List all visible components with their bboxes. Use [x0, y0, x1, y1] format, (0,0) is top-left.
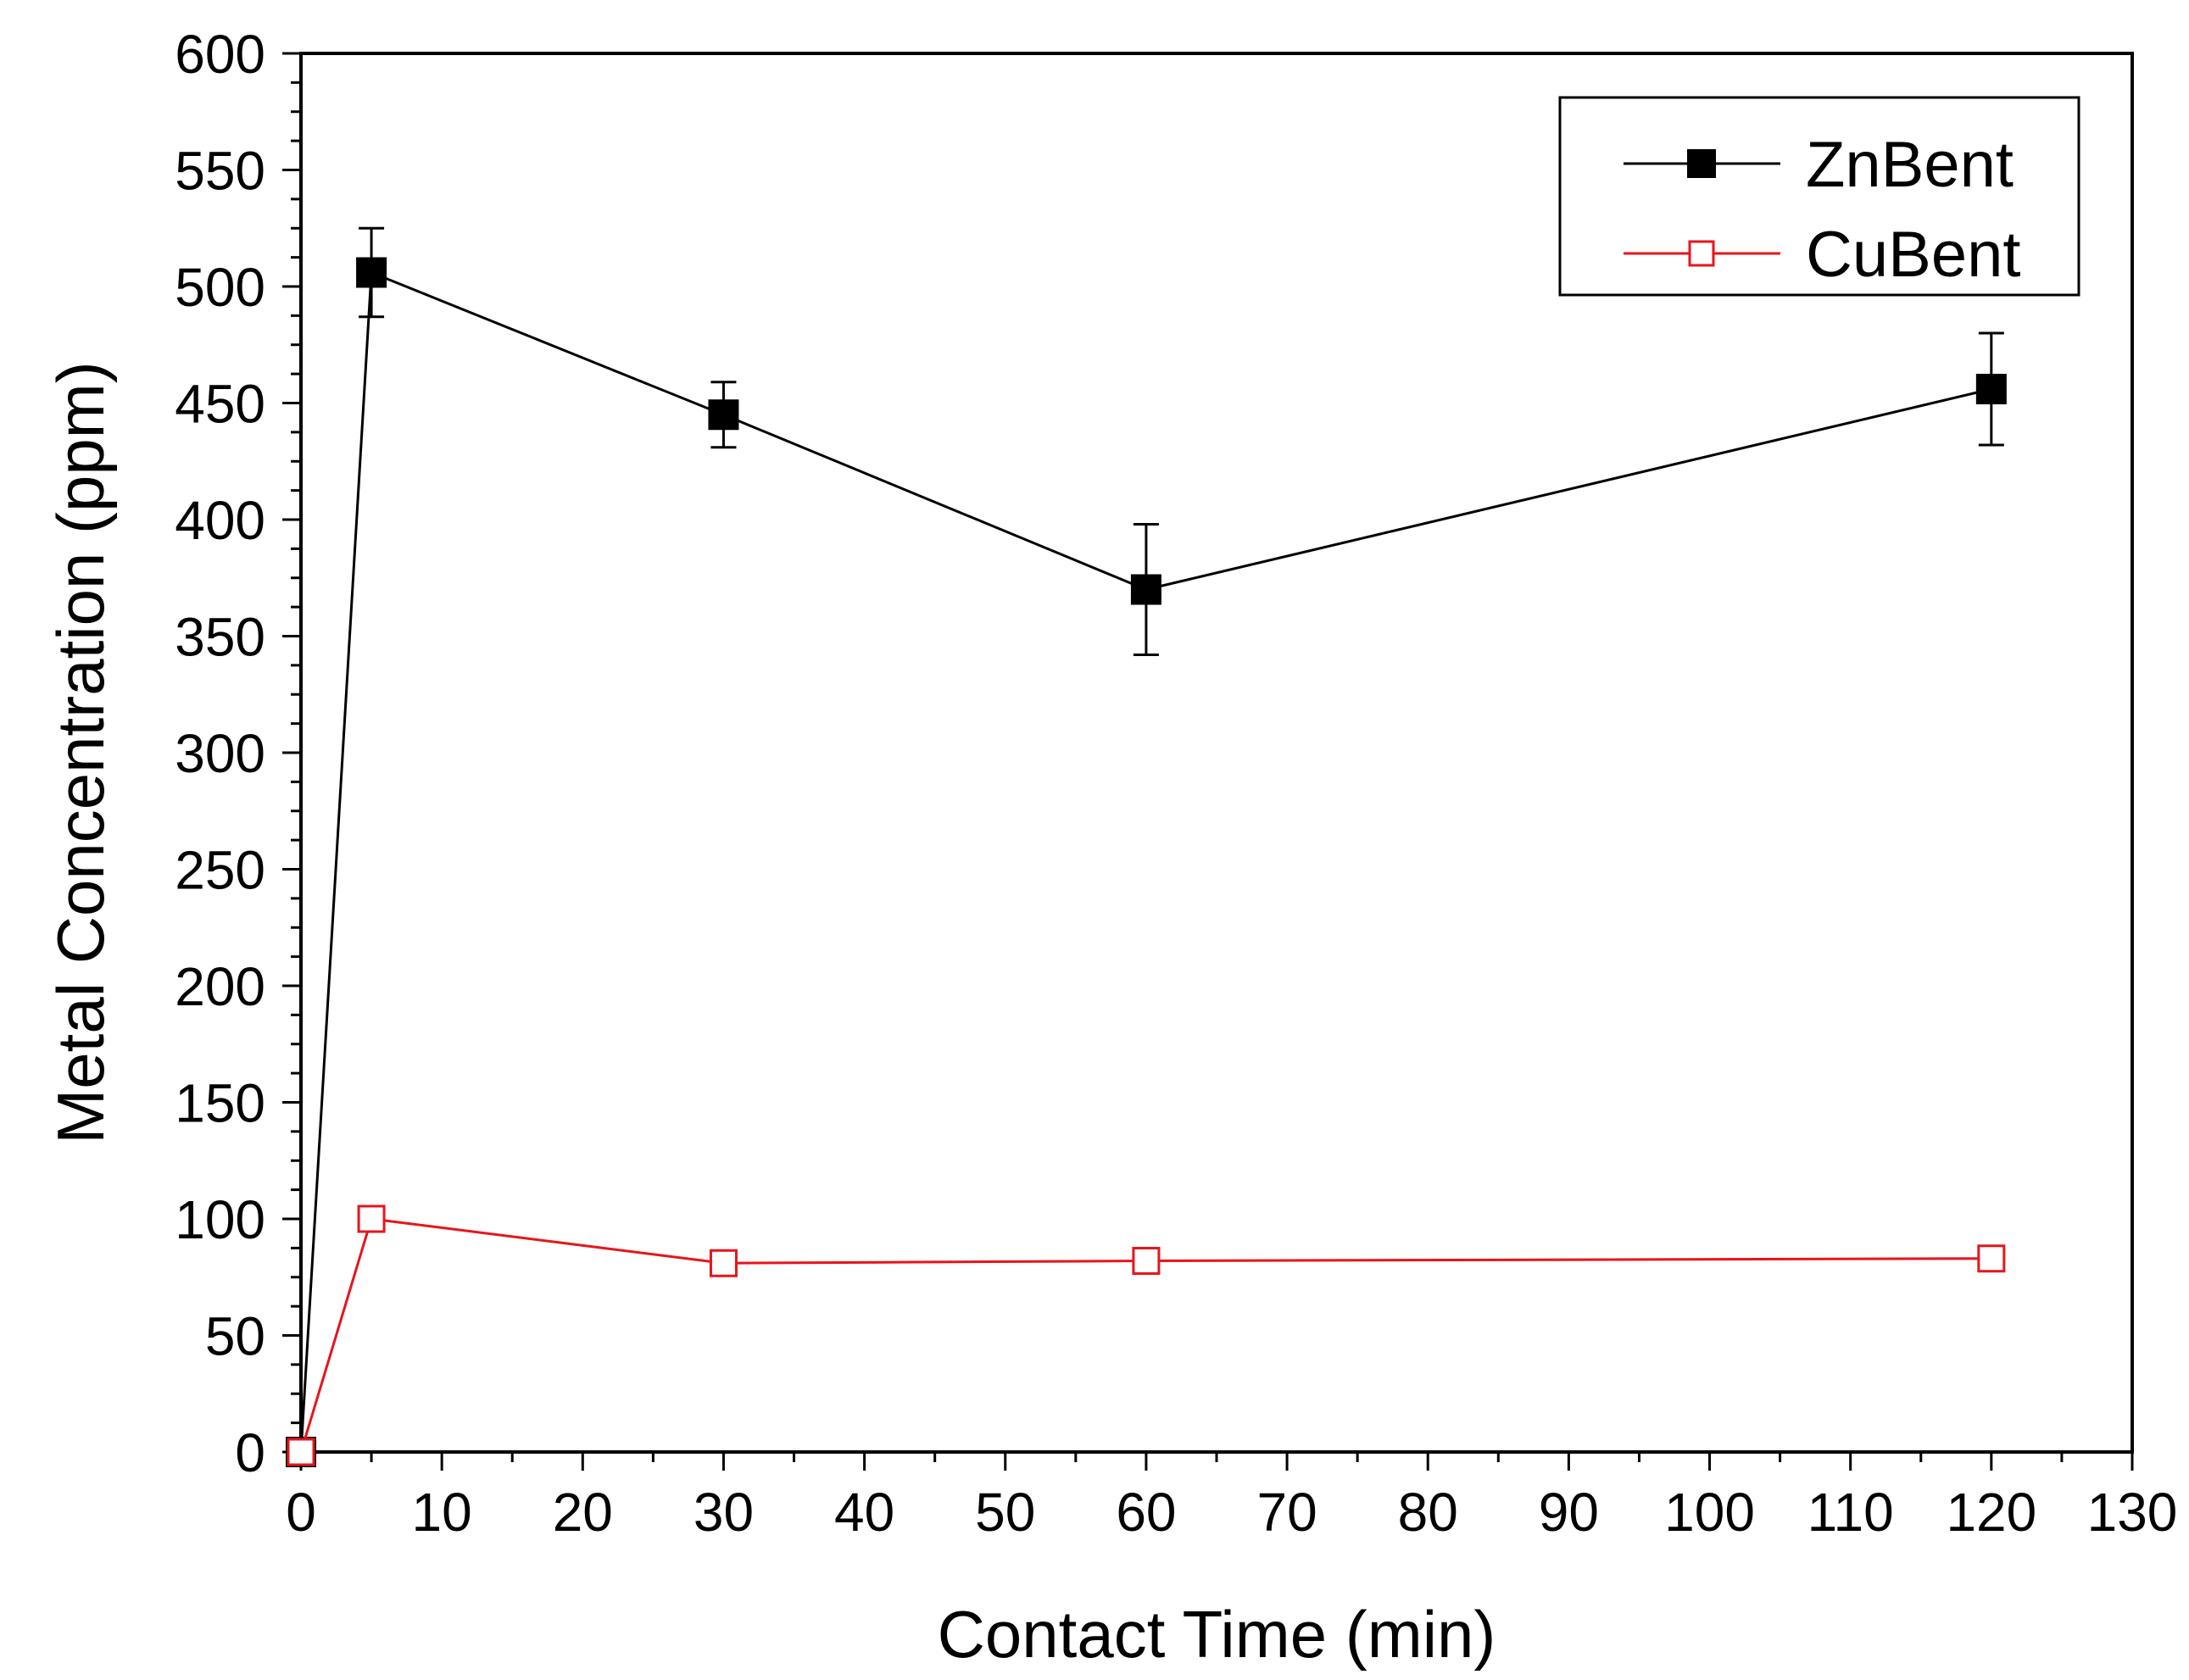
- series-layer: [286, 226, 2007, 1467]
- x-tick-label: 60: [1116, 1482, 1176, 1543]
- y-tick-label: 200: [175, 956, 265, 1017]
- y-tick-label: 550: [175, 141, 265, 202]
- legend-box: [1558, 96, 2080, 297]
- x-tick-label: 100: [1664, 1482, 1755, 1543]
- x-tick-label: 90: [1539, 1482, 1599, 1543]
- x-tick-label: 20: [553, 1482, 613, 1543]
- y-tick-labels: 0 50 100 150 200 250 300 350 400 450 500 550 600: [175, 24, 265, 1483]
- x-tick-label: 30: [693, 1482, 754, 1543]
- x-tick-label: 10: [412, 1482, 472, 1543]
- data-point: [1130, 574, 1161, 605]
- x-tick-label: 40: [834, 1482, 894, 1543]
- legend-label-znbent: ZnBent: [1806, 129, 2014, 201]
- x-tick-labels: 0 10 20 30 40 50 60 70 80 90 100 110 120 130: [286, 1482, 2177, 1543]
- data-point: [1975, 374, 2007, 404]
- series-line-znbent: [299, 270, 1992, 1453]
- data-point: [708, 399, 739, 431]
- legend-marker-znbent: [1687, 149, 1716, 178]
- y-tick-label: 0: [235, 1422, 265, 1483]
- data-point: [356, 257, 387, 288]
- y-tick-label: 250: [175, 840, 265, 901]
- x-tick-label: 80: [1398, 1482, 1458, 1543]
- y-tick-label: 300: [175, 723, 265, 784]
- data-point: [357, 1204, 386, 1233]
- data-point: [1132, 1247, 1161, 1275]
- data-point: [1977, 1244, 2006, 1273]
- legend-marker-cubent: [1688, 240, 1715, 267]
- series-cubent: [287, 1204, 2006, 1466]
- legend: ZnBent CuBent: [1558, 96, 2080, 297]
- x-tick-label: 120: [1946, 1482, 2036, 1543]
- x-axis-title: Contact Time (min): [938, 1597, 1496, 1672]
- y-tick-label: 450: [175, 374, 265, 435]
- y-tick-label: 50: [205, 1306, 265, 1367]
- y-tick-label: 150: [175, 1073, 265, 1134]
- axis-ticks: [282, 52, 2134, 1471]
- x-tick-label: 50: [975, 1482, 1035, 1543]
- y-tick-label: 350: [175, 607, 265, 668]
- x-tick-label: 0: [286, 1482, 316, 1543]
- y-tick-label: 600: [175, 24, 265, 85]
- x-tick-label: 110: [1807, 1482, 1894, 1543]
- x-tick-label: 130: [2087, 1482, 2178, 1543]
- y-tick-label: 100: [175, 1189, 265, 1250]
- y-tick-label: 400: [175, 490, 265, 551]
- data-point: [287, 1438, 315, 1466]
- x-tick-label: 70: [1256, 1482, 1317, 1543]
- y-tick-label: 500: [175, 257, 265, 318]
- y-axis-title: Metal Concentration (ppm): [43, 361, 118, 1143]
- legend-label-cubent: CuBent: [1806, 219, 2021, 291]
- data-point: [709, 1249, 738, 1277]
- series-znbent: [286, 226, 2007, 1467]
